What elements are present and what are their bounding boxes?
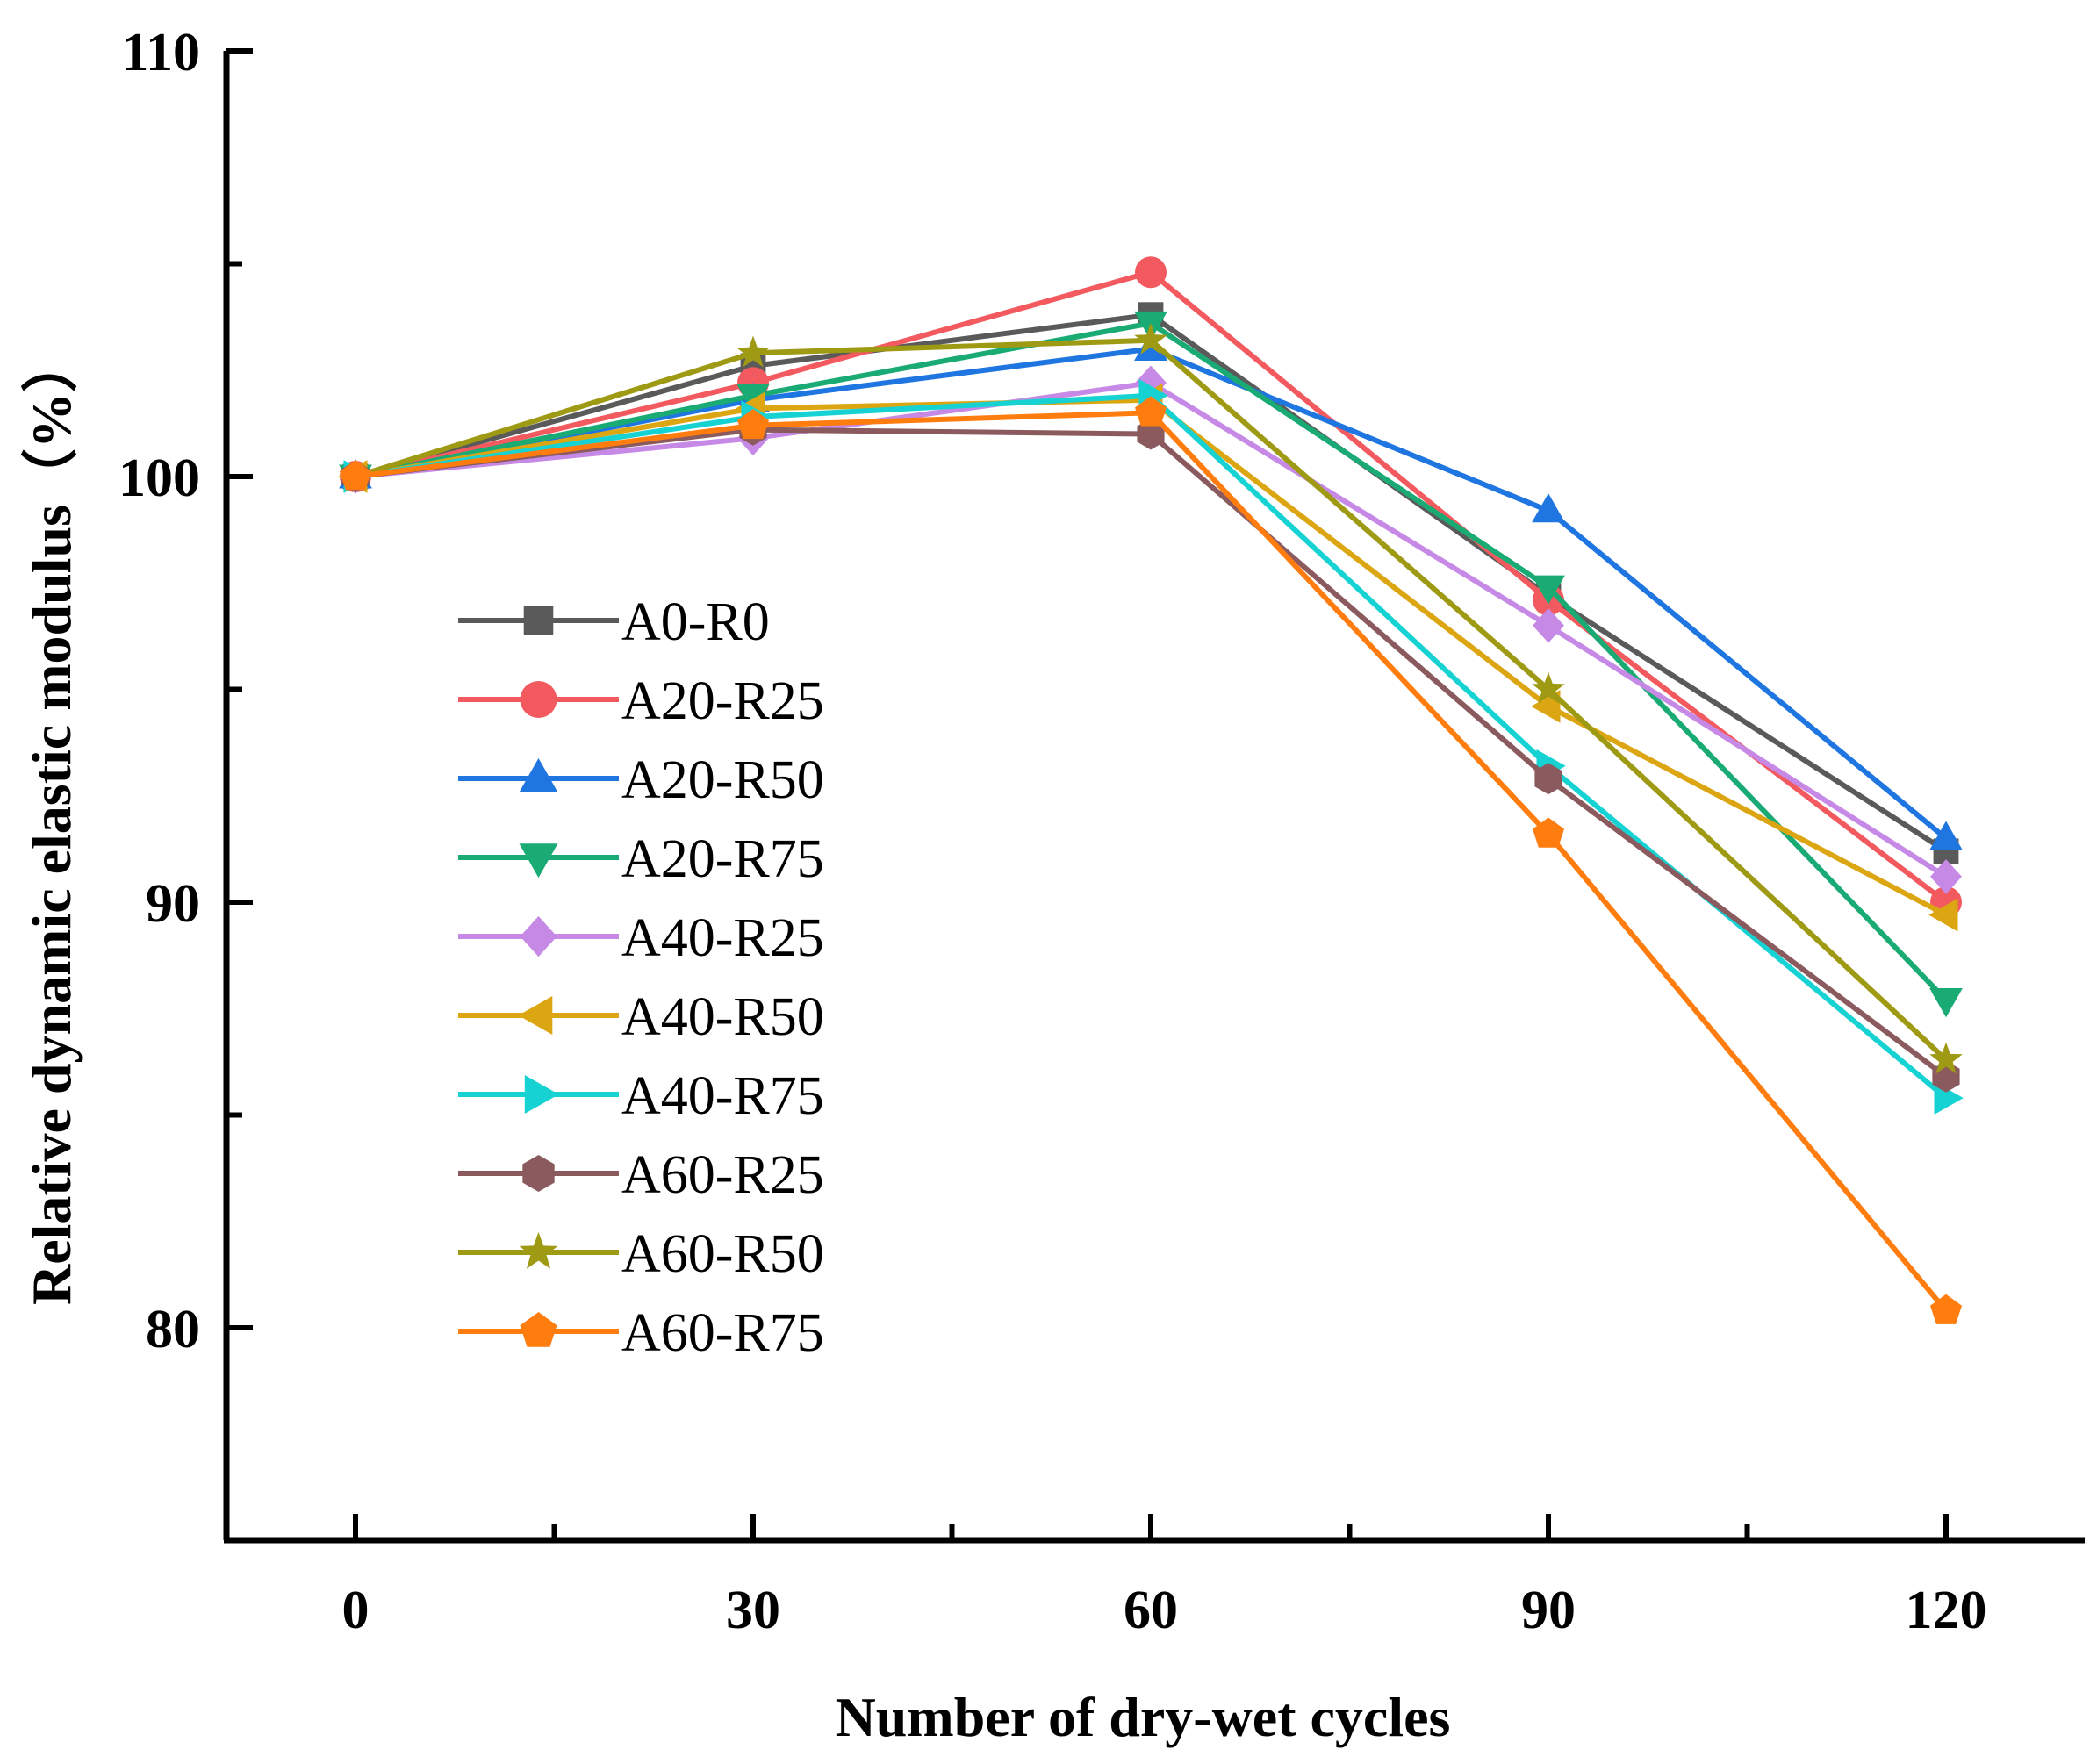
x-axis-title: Number of dry-wet cycles (836, 1686, 1451, 1748)
x-tick-label: 60 (1124, 1581, 1178, 1640)
legend-item: A60-R75 (458, 1303, 824, 1363)
legend-label: A40-R75 (621, 1066, 824, 1126)
legend-marker (520, 681, 557, 718)
series-A40-R75 (343, 378, 1964, 1115)
x-tick-label: 0 (342, 1581, 370, 1640)
legend-label: A40-R25 (621, 908, 824, 968)
legend-marker (523, 606, 554, 635)
series-line (355, 392, 1948, 1101)
data-point (1135, 256, 1167, 289)
series-A60-R25 (341, 413, 1960, 1093)
data-point (1134, 323, 1167, 355)
legend-marker (519, 757, 558, 792)
series-line (355, 410, 1949, 1313)
data-point (1532, 575, 1565, 605)
legend-item: A40-R75 (458, 1066, 824, 1126)
data-point (1534, 763, 1562, 795)
legend-label: A20-R25 (621, 671, 824, 731)
legend: A0-R0 A20-R25 A20-R50 A20-R75 A40-R25 A40-R50… (458, 592, 824, 1363)
x-tick-label: 120 (1906, 1581, 1987, 1640)
legend-item: A0-R0 (458, 592, 770, 652)
data-point (1929, 1042, 1963, 1074)
series-line (355, 380, 1948, 879)
data-point (1533, 817, 1564, 848)
legend-item: A60-R50 (458, 1224, 824, 1284)
legend-marker (520, 1312, 557, 1347)
legend-marker (520, 915, 557, 957)
legend-item: A40-R25 (458, 908, 824, 968)
series-layer (338, 256, 1964, 1324)
data-point (1532, 493, 1565, 523)
legend-marker (524, 1075, 559, 1114)
data-point (1929, 988, 1963, 1018)
legend-label: A20-R75 (621, 829, 824, 889)
data-point (736, 384, 770, 413)
legend-item: A40-R50 (458, 987, 824, 1047)
legend-label: A60-R75 (621, 1303, 824, 1363)
y-tick-label: 80 (146, 1300, 200, 1359)
legend-label: A60-R50 (621, 1224, 824, 1284)
series-A60-R75 (340, 396, 1962, 1324)
series-A40-R50 (338, 383, 1958, 932)
legend-item: A20-R25 (458, 671, 824, 731)
data-point (1135, 396, 1167, 427)
y-tick-label: 110 (121, 23, 200, 82)
x-tick-label: 30 (726, 1581, 780, 1640)
data-point (736, 335, 770, 368)
legend-label: A0-R0 (621, 592, 770, 652)
data-point (1533, 608, 1564, 643)
legend-label: A40-R50 (621, 987, 824, 1047)
legend-marker (519, 843, 558, 878)
data-point (737, 408, 769, 440)
legend-marker (519, 1231, 558, 1269)
legend-marker (518, 996, 553, 1035)
y-axis-title: Relative dynamic elastic modulus（%） (20, 336, 83, 1305)
legend-item: A20-R75 (458, 829, 824, 889)
data-point (1532, 671, 1565, 704)
legend-label: A60-R25 (621, 1145, 824, 1205)
legend-item: A20-R50 (458, 750, 824, 810)
legend-label: A20-R50 (621, 750, 824, 810)
data-point (1930, 1294, 1962, 1324)
data-point (1929, 821, 1963, 850)
data-point (1135, 365, 1167, 401)
data-point (340, 460, 371, 491)
y-tick-label: 90 (146, 874, 200, 934)
legend-marker (522, 1155, 555, 1192)
data-point (1930, 859, 1962, 894)
legend-item: A60-R25 (458, 1145, 824, 1205)
x-tick-label: 90 (1521, 1581, 1576, 1640)
data-point (1928, 898, 1958, 932)
chart-axes: 80 90 100 110 0 30 60 90 120 (118, 23, 2085, 1640)
y-tick-label: 100 (118, 448, 200, 508)
